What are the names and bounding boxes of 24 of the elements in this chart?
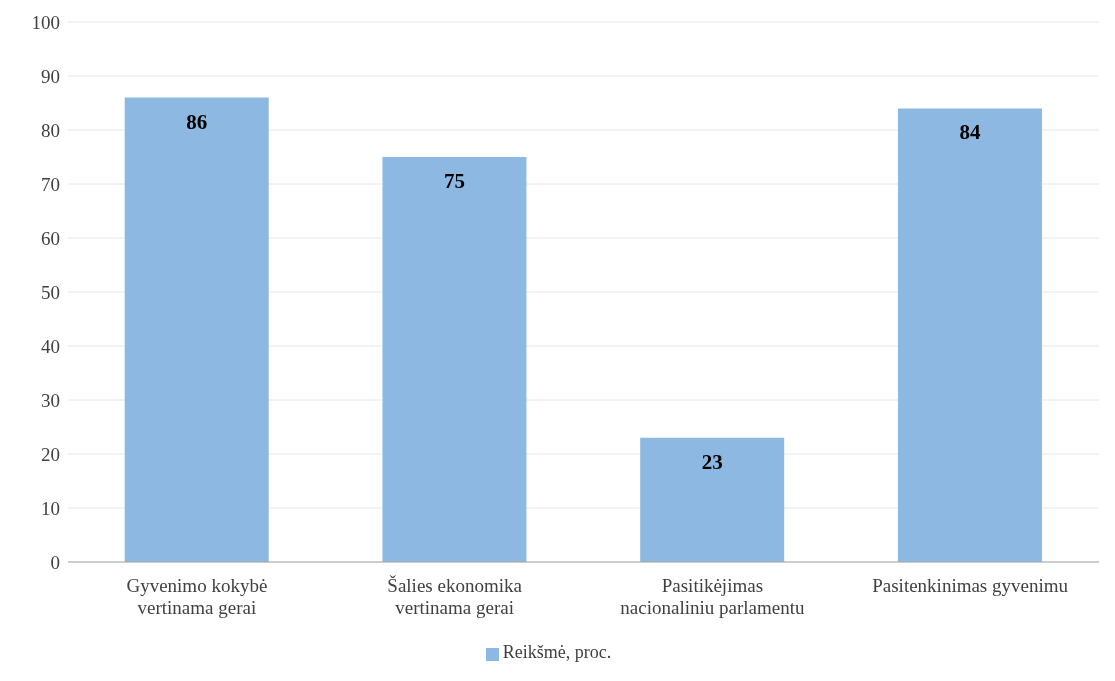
- y-tick-label: 10: [41, 497, 60, 519]
- y-tick-label: 30: [41, 389, 60, 411]
- bar: [382, 157, 527, 562]
- x-tick-label: Gyvenimo kokybė vertinama gerai: [126, 575, 268, 618]
- x-tick-label: Šalies ekonomika vertinama gerai: [387, 575, 523, 618]
- x-tick-label: Pasitenkinimas gyvenimu: [872, 575, 1069, 596]
- y-tick-label: 40: [41, 335, 60, 357]
- y-tick-label: 80: [41, 119, 60, 141]
- legend-label: Reikšmė, proc.: [502, 642, 612, 662]
- y-tick-label: 50: [41, 281, 60, 303]
- y-tick-label: 100: [31, 11, 60, 33]
- data-label: 23: [701, 449, 723, 474]
- y-tick-label: 60: [41, 227, 60, 249]
- data-label: 84: [959, 120, 981, 145]
- y-tick-label: 90: [41, 65, 60, 87]
- x-tick-label: Pasitikėjimas nacionaliniu parlamentu: [620, 575, 805, 618]
- y-tick-label: 0: [50, 551, 60, 573]
- bar: [640, 437, 785, 562]
- data-label: 86: [186, 109, 208, 134]
- bar: [897, 108, 1042, 562]
- data-label: 75: [443, 168, 465, 193]
- bar: [124, 97, 269, 562]
- y-tick-label: 70: [41, 173, 60, 195]
- y-tick-label: 20: [41, 443, 60, 465]
